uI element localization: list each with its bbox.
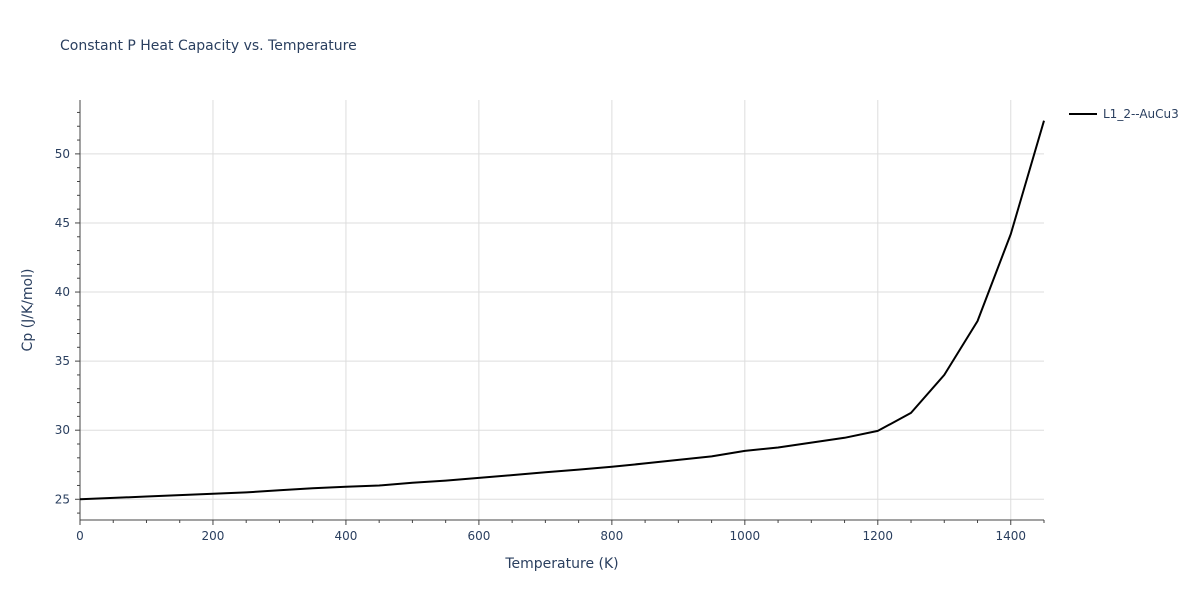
data-point [645,463,646,464]
legend-label-l1-2-aucu3: L1_2--AuCu3 [1103,107,1179,121]
chart-title: Constant P Heat Capacity vs. Temperature [60,38,357,54]
x-axis-title: Temperature (K) [504,556,618,572]
y-tick-label: 25 [55,492,70,506]
x-tick-label: 1200 [863,529,894,543]
y-axis-title: Cp (J/K/mol) [20,269,36,352]
data-point [212,493,213,494]
y-tick-label: 50 [55,147,70,161]
axes [75,100,1045,525]
y-tick-label: 35 [55,354,70,368]
data-point [445,480,446,481]
data-point [811,442,812,443]
data-point [778,447,779,448]
tick-labels: 0 200 400 600 800 1000 1200 1400 25 30 35 40 45 50 [55,147,1026,543]
data-point [179,495,180,496]
data-point [944,374,945,375]
x-tick-label: 400 [334,529,357,543]
data-point [146,496,147,497]
y-tick-label: 40 [55,285,70,299]
data-point [246,492,247,493]
data-point [578,469,579,470]
data-point [345,486,346,487]
x-tick-label: 1000 [730,529,761,543]
data-point [678,459,679,460]
data-point [113,497,114,498]
data-point [744,450,745,451]
data-point [711,456,712,457]
data-point [877,430,878,431]
data-point [478,477,479,478]
data-point [80,499,81,500]
x-tick-label: 800 [600,529,623,543]
data-point [611,466,612,467]
x-tick-label: 600 [467,529,490,543]
data-point [412,482,413,483]
series-layer [79,120,1045,501]
data-point [512,475,513,476]
series-line-l1-2-aucu3 [79,120,1045,501]
data-point [844,437,845,438]
data-point [545,472,546,473]
data-point [379,485,380,486]
grid [80,100,1044,520]
y-tick-label: 45 [55,216,70,230]
data-point [279,490,280,491]
x-tick-label: 0 [76,529,84,543]
data-point [1044,120,1045,121]
x-tick-label: 200 [202,529,225,543]
data-point [1010,234,1011,235]
legend[interactable]: L1_2--AuCu3 [1069,107,1179,121]
data-point [312,488,313,489]
x-tick-label: 1400 [995,529,1026,543]
data-point [977,321,978,322]
y-tick-label: 30 [55,423,70,437]
data-point [911,412,912,413]
